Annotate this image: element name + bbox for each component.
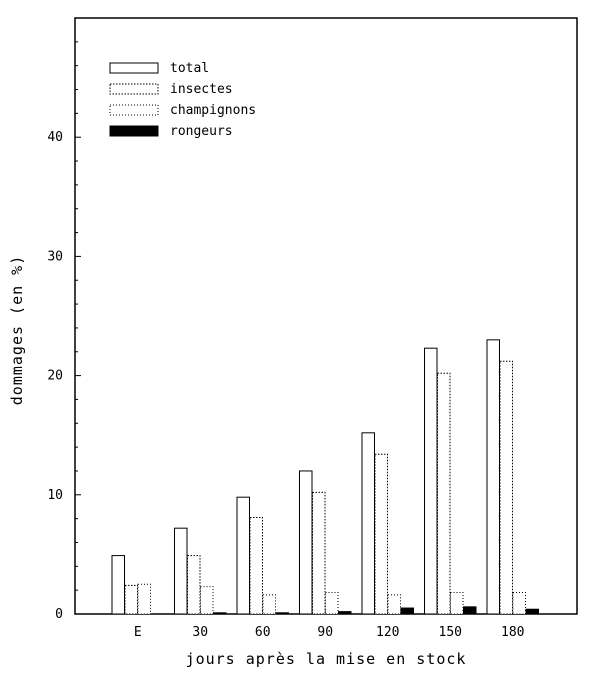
legend-swatch-total: [109, 62, 159, 74]
y-tick-label: 0: [55, 607, 63, 622]
x-tick-label: 90: [317, 625, 333, 640]
bar-champignons: [387, 594, 401, 615]
y-tick-label: 40: [47, 130, 63, 145]
x-tick-label: 120: [376, 625, 399, 640]
x-tick-label: 150: [439, 625, 462, 640]
legend-label-rongeurs: rongeurs: [170, 124, 233, 139]
x-axis: E 30 60 90 120 150 180: [134, 610, 524, 640]
bar-champignons: [262, 594, 276, 615]
bar-total: [174, 527, 188, 615]
bar-total: [424, 347, 438, 615]
bar-champignons: [512, 592, 526, 615]
bar-champignons: [137, 583, 151, 615]
legend-swatch-rongeurs: [109, 125, 159, 137]
bar-champignons: [200, 586, 214, 615]
bar-total: [236, 496, 250, 615]
bar-total: [299, 470, 313, 615]
bar-insectes: [374, 453, 388, 615]
bar-total: [111, 555, 125, 615]
legend-label-insectes: insectes: [170, 82, 233, 97]
bar-rongeurs: [213, 612, 227, 615]
legend-swatch-champignons: [109, 104, 159, 116]
legend-label-total: total: [170, 61, 209, 76]
bar-insectes: [499, 360, 513, 615]
legend-label-champignons: champignons: [170, 103, 256, 118]
bar-rongeurs: [275, 612, 289, 615]
x-tick-label: 60: [255, 625, 271, 640]
bar-insectes: [312, 491, 326, 615]
bar-total: [486, 339, 500, 615]
y-axis: 0 10 20 30 40: [47, 17, 81, 622]
y-tick-label: 20: [47, 369, 63, 384]
bar-insectes: [437, 372, 451, 615]
x-axis-label: jours après la mise en stock: [186, 650, 467, 668]
bar-total: [361, 432, 375, 615]
bar-rongeurs: [525, 608, 539, 615]
x-tick-label: 180: [501, 625, 524, 640]
bar-insectes: [124, 584, 138, 615]
legend: total insectes champignons rongeurs: [109, 61, 256, 139]
bar-rongeurs: [338, 611, 352, 615]
y-tick-label: 10: [47, 488, 63, 503]
bar-champignons: [450, 592, 464, 615]
x-tick-label: 30: [192, 625, 208, 640]
bar-rongeurs: [400, 607, 414, 615]
bar-rongeurs: [463, 606, 477, 615]
x-tick-label: E: [134, 625, 142, 640]
y-axis-label: dommages (en %): [8, 255, 26, 405]
y-tick-label: 30: [47, 249, 63, 264]
bars: [111, 339, 539, 615]
bar-insectes: [249, 516, 263, 615]
bar-insectes: [187, 555, 201, 615]
bar-champignons: [325, 592, 339, 615]
legend-swatch-insectes: [109, 83, 159, 95]
